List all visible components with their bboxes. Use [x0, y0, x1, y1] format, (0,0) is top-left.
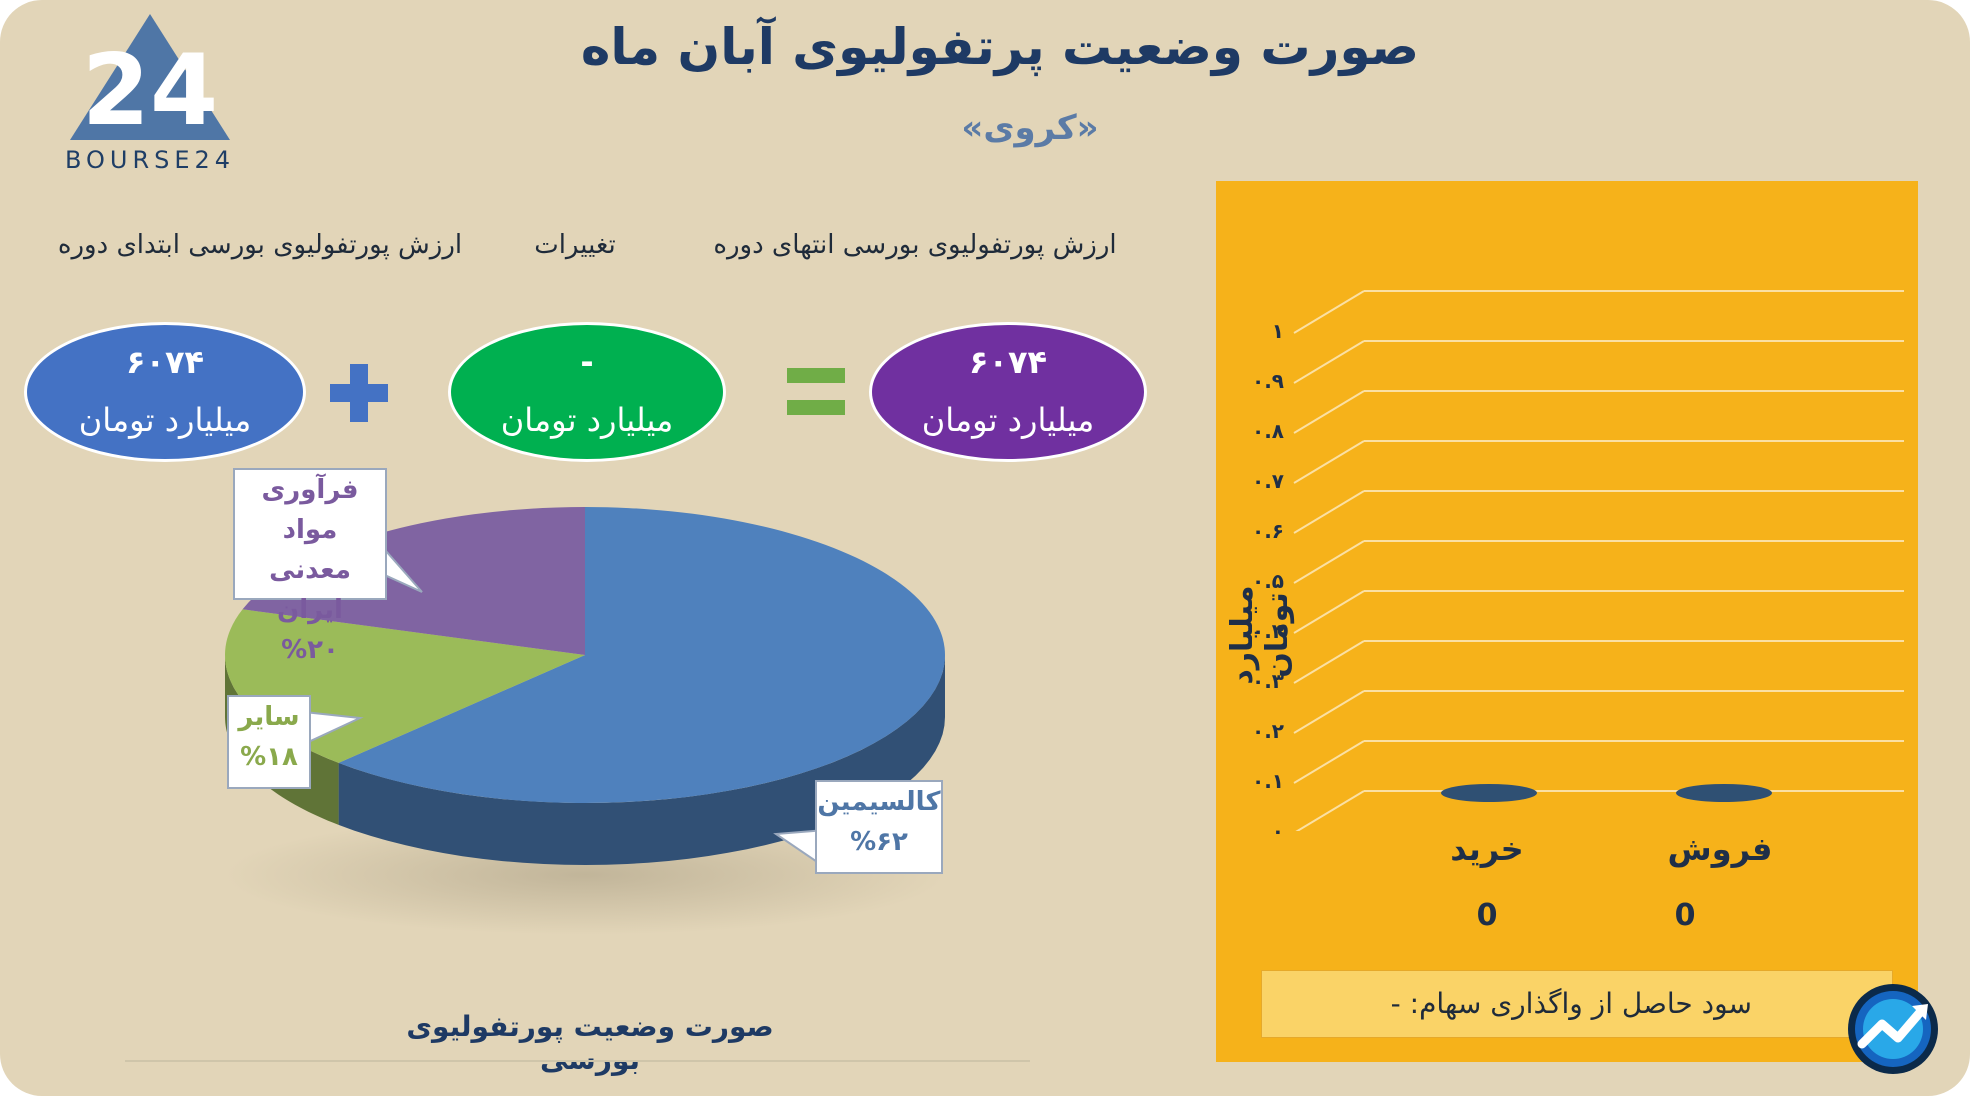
- pie-label-calcimin-pct: %۶۲: [850, 827, 908, 857]
- y-tick-label: ۰.۲: [1251, 719, 1284, 743]
- pie-label-sayer: سایر %۱۸: [227, 695, 311, 789]
- y-tick-label: ۰.۴: [1251, 619, 1284, 643]
- pie-label-calcimin-name: کالسیمین: [817, 787, 941, 817]
- y-tick-label: ۰.۷: [1251, 469, 1284, 493]
- pie-label-faravari-line2: معدنی ایران: [269, 555, 351, 625]
- end-value-oval: ۶۰۷۴ میلیارد تومان: [872, 325, 1144, 459]
- grid-depth-9: [1293, 340, 1365, 384]
- grid-depth-10: [1293, 290, 1365, 334]
- y-tick-label: ۰.۶: [1251, 519, 1284, 543]
- y-tick-label: ۰.۳: [1251, 669, 1284, 693]
- y-tick-label: ۰: [1271, 819, 1284, 843]
- grid-depth-0: [1295, 790, 1365, 831]
- category-label-kharid: خرید: [1450, 830, 1524, 868]
- change-value: -: [580, 343, 594, 381]
- grid-depth-4: [1293, 590, 1365, 634]
- pie-label-faravari-pct: %۲۰: [281, 635, 339, 665]
- plus-icon: [330, 364, 388, 422]
- value-label-kharid: 0: [1476, 898, 1498, 933]
- equals-icon: [787, 368, 845, 415]
- y-tick-label: ۱: [1271, 319, 1284, 343]
- end-value: ۶۰۷۴: [968, 343, 1048, 381]
- pie-label-sayer-name: سایر: [238, 702, 300, 732]
- bar-top-0: [1441, 784, 1537, 802]
- start-value-oval: ۶۰۷۴ میلیارد تومان: [27, 325, 303, 459]
- pie-label-faravari: فرآوری مواد معدنی ایران %۲۰: [233, 468, 387, 665]
- trade-bar-chart: [1293, 290, 1904, 831]
- divider: [125, 1060, 1030, 1062]
- pie-label-faravari-line1: فرآوری مواد: [261, 475, 359, 545]
- logo-text: BOURSE24: [64, 146, 236, 174]
- pie-label-sayer-pct: %۱۸: [240, 742, 298, 772]
- y-tick-label: ۰.۱: [1251, 769, 1284, 793]
- start-value-label: ارزش پورتفولیوی بورسی ابتدای دوره: [57, 230, 463, 260]
- pie-side-0: [338, 655, 946, 865]
- grid-depth-2: [1293, 690, 1365, 734]
- grid-depth-8: [1293, 390, 1365, 434]
- grid-depth-3: [1293, 640, 1365, 684]
- grid-depth-7: [1293, 440, 1365, 484]
- grid-depth-6: [1293, 490, 1365, 534]
- profit-text: سود حاصل از واگذاری سهام: -: [1390, 987, 1752, 1020]
- start-value: ۶۰۷۴: [125, 343, 205, 381]
- y-tick-label: ۰.۵: [1251, 569, 1284, 593]
- grid-depth-1: [1293, 740, 1365, 784]
- pie-chart-title: صورت وضعیت پورتفولیوی بورسی: [406, 1010, 774, 1076]
- pie-slice-0: [338, 507, 946, 803]
- y-tick-label: ۰.۸: [1251, 419, 1284, 443]
- end-unit: میلیارد تومان: [921, 401, 1095, 439]
- bourse24-logo-icon: 24: [70, 14, 230, 142]
- page-title: صورت وضعیت پرتفولیوی آبان ماه: [580, 18, 1420, 76]
- pie-slice-2: [242, 507, 585, 655]
- pie-label-calcimin: کالسیمین %۶۲: [815, 780, 943, 874]
- change-label: تغییرات: [534, 230, 616, 260]
- logo-mark: 24: [82, 34, 218, 142]
- change-value-oval: - میلیارد تومان: [451, 325, 723, 459]
- trend-logo-icon: [1848, 984, 1938, 1074]
- y-tick-label: ۰.۹: [1251, 369, 1284, 393]
- category-label-forush: فروش: [1667, 830, 1773, 868]
- end-value-label: ارزش پورتفولیوی بورسی انتهای دوره: [713, 230, 1117, 260]
- trade-chart-panel: [1216, 181, 1918, 1062]
- y-axis-label: میلیارد تومان: [1225, 585, 1295, 685]
- grid-depth-5: [1293, 540, 1365, 584]
- page-subtitle: «کروی»: [961, 108, 1099, 148]
- value-label-forush: 0: [1674, 898, 1696, 933]
- start-unit: میلیارد تومان: [78, 401, 252, 439]
- profit-box: سود حاصل از واگذاری سهام: -: [1261, 970, 1893, 1038]
- bar-top-1: [1676, 784, 1772, 802]
- change-unit: میلیارد تومان: [500, 401, 674, 439]
